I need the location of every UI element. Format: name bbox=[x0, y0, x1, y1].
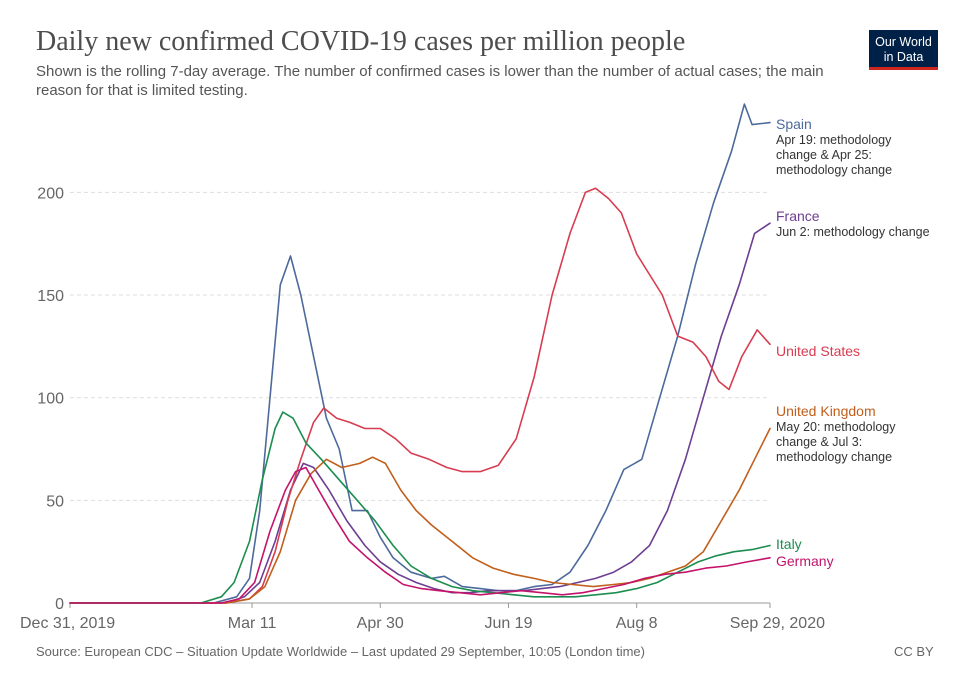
y-axis: 0 50 100 150 200 bbox=[37, 185, 64, 613]
series-annotation-france: Jun 2: methodology change bbox=[776, 225, 930, 239]
x-tick-label: Sep 29, 2020 bbox=[730, 615, 825, 632]
source-note: Source: European CDC – Situation Update … bbox=[36, 644, 645, 659]
series-lines bbox=[69, 103, 771, 604]
series-line-france bbox=[69, 222, 771, 604]
logo-line-2: in Data bbox=[883, 50, 924, 64]
series-line-united-states bbox=[69, 187, 771, 604]
y-tick-label: 200 bbox=[37, 185, 64, 202]
series-line-italy bbox=[69, 411, 771, 604]
series-line-spain bbox=[69, 103, 771, 604]
series-label-france: France bbox=[776, 208, 820, 224]
series-annotation-spain: change & Apr 25: bbox=[776, 148, 872, 162]
y-tick-label: 50 bbox=[46, 493, 64, 510]
y-tick-label: 0 bbox=[55, 596, 64, 613]
x-tick-label: Apr 30 bbox=[357, 615, 404, 632]
series-annotation-united-kingdom: change & Jul 3: bbox=[776, 435, 862, 449]
series-annotation-spain: methodology change bbox=[776, 163, 892, 177]
grid-lines bbox=[70, 191, 770, 604]
license-link[interactable]: CC BY bbox=[894, 644, 934, 659]
series-label-united-kingdom: United Kingdom bbox=[776, 403, 876, 419]
series-label-germany: Germany bbox=[776, 553, 834, 569]
series-line-germany bbox=[69, 466, 771, 604]
our-world-in-data-logo[interactable]: Our World in Data bbox=[869, 30, 938, 70]
chart-title: Daily new confirmed COVID-19 cases per m… bbox=[36, 26, 686, 57]
series-annotation-united-kingdom: May 20: methodology bbox=[776, 420, 896, 434]
x-axis: Dec 31, 2019 Mar 11 Apr 30 Jun 19 Aug 8 Sep 2… bbox=[20, 603, 825, 632]
x-tick-label: Jun 19 bbox=[484, 615, 532, 632]
x-tick-label: Dec 31, 2019 bbox=[20, 615, 115, 632]
chart-subtitle: Shown is the rolling 7-day average. The … bbox=[36, 63, 824, 99]
series-annotation-spain: Apr 19: methodology bbox=[776, 133, 892, 147]
x-tick-label: Mar 11 bbox=[228, 615, 277, 632]
series-line-united-kingdom bbox=[69, 427, 771, 604]
y-tick-label: 100 bbox=[37, 391, 64, 408]
logo-accent-bar bbox=[869, 67, 938, 70]
series-annotation-united-kingdom: methodology change bbox=[776, 450, 892, 464]
y-tick-label: 150 bbox=[37, 288, 64, 305]
logo-line-1: Our World bbox=[875, 35, 932, 49]
series-label-united-states: United States bbox=[776, 343, 860, 359]
series-label-italy: Italy bbox=[776, 536, 802, 552]
x-tick-label: Aug 8 bbox=[616, 615, 658, 632]
series-label-spain: Spain bbox=[776, 116, 812, 132]
